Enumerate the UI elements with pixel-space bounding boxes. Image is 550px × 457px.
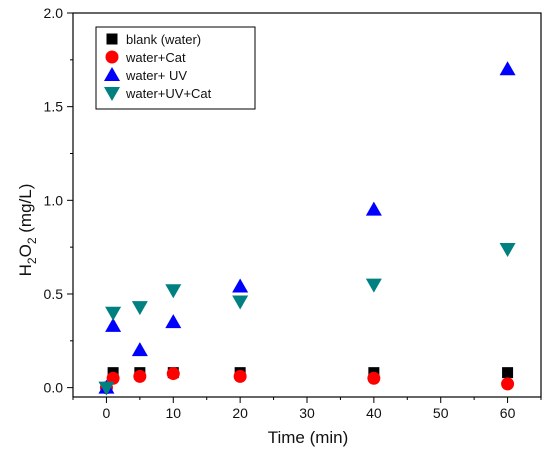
y-tick-label: 0.0 (44, 380, 64, 396)
cat-point (166, 367, 180, 381)
cat-point (501, 377, 515, 391)
data-markers (98, 61, 516, 396)
y-tick-label: 1.5 (44, 99, 64, 115)
uv-point (232, 278, 249, 293)
y-tick-label: 2.0 (44, 5, 64, 21)
uv-point (165, 314, 182, 329)
legend-label-cat: water+Cat (125, 50, 186, 65)
legend: blank (water) water+Cat water+ UV water+… (95, 26, 256, 110)
uv-cat-point (131, 301, 148, 316)
cat-point (233, 369, 247, 383)
uv-cat-point (499, 243, 516, 258)
x-axis: 0 10 20 30 40 50 60 (72, 397, 542, 421)
legend-label-uv: water+ UV (125, 68, 187, 83)
x-tick-label: 10 (165, 405, 181, 421)
x-tick-label: 0 (103, 405, 111, 421)
x-tick-label: 60 (500, 405, 516, 421)
cat-point (106, 371, 120, 385)
legend-label-uv-cat: water+UV+Cat (125, 86, 212, 101)
x-tick-label: 50 (433, 405, 449, 421)
x-tick-label: 30 (299, 405, 315, 421)
uv-cat-point (232, 295, 249, 310)
cat-point (367, 371, 381, 385)
uv-cat-point (365, 278, 382, 293)
uv-cat-point (165, 284, 182, 299)
legend-label-blank: blank (water) (126, 32, 201, 47)
uv-point (131, 342, 148, 357)
uv-cat-point (105, 306, 122, 321)
uv-point (105, 317, 122, 332)
legend-box (95, 26, 256, 110)
uv-point (365, 201, 382, 216)
legend-marker-uv-cat (104, 87, 120, 101)
y-axis-label: H2O2 (mg/L) (16, 184, 39, 277)
legend-marker-blank (106, 33, 118, 45)
uv-point (499, 61, 516, 76)
cat-point (133, 369, 147, 383)
x-axis-label: Time (min) (268, 428, 349, 447)
legend-marker-cat (105, 50, 119, 64)
y-tick-label: 1.0 (44, 192, 64, 208)
x-tick-label: 20 (232, 405, 248, 421)
x-tick-label: 40 (366, 405, 382, 421)
y-axis: 0.0 0.5 1.0 1.5 2.0 (44, 5, 73, 396)
svg-text:H2O2 (mg/L): H2O2 (mg/L) (16, 184, 39, 277)
uv-cat-point (98, 381, 115, 396)
blank-point (502, 367, 514, 379)
y-tick-label: 0.5 (44, 286, 64, 302)
legend-marker-uv (104, 67, 120, 81)
